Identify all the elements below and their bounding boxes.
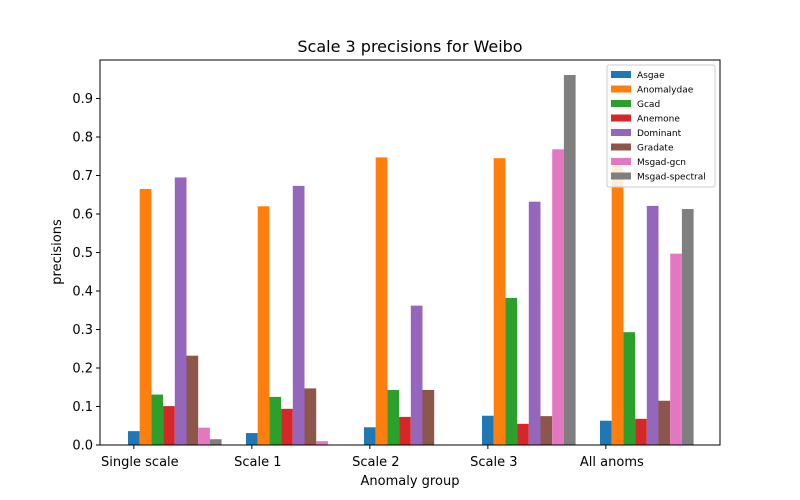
bar-gcad-0 bbox=[151, 394, 164, 445]
x-axis: Single scale Scale 1 Scale 2 Scale 3 All ano… bbox=[101, 445, 644, 470]
y-tick-label: 0.7 bbox=[72, 169, 93, 184]
legend-label: Dominant bbox=[637, 129, 682, 139]
bar-gcad-1 bbox=[269, 396, 282, 446]
legend-swatch bbox=[611, 71, 631, 78]
bar-anomalydae-3 bbox=[493, 158, 506, 445]
bar-msgad-gcn-0 bbox=[198, 427, 210, 445]
y-tick-label: 0.2 bbox=[72, 362, 93, 377]
legend-frame bbox=[606, 64, 716, 188]
bar-asgae-3 bbox=[482, 415, 494, 445]
y-tick-label: 0.4 bbox=[72, 285, 93, 300]
bar-anemone-1 bbox=[281, 408, 293, 445]
y-axis-label: precisions bbox=[50, 219, 65, 285]
bar-anomalydae-2 bbox=[375, 157, 388, 445]
y-tick-label: 0.8 bbox=[72, 131, 93, 146]
chart-title: Scale 3 precisions for Weibo bbox=[297, 37, 522, 56]
y-axis: 0.0 0.1 0.2 0.3 0.4 0.5 0.6 0.7 0.8 0.9 bbox=[72, 92, 100, 454]
legend-swatch bbox=[611, 129, 631, 136]
legend-swatch bbox=[611, 172, 631, 180]
bar-msgad-spectral-0 bbox=[209, 439, 222, 445]
bar-anomalydae-4 bbox=[611, 165, 624, 446]
bar-asgae-0 bbox=[128, 431, 140, 445]
legend-label: Anemone bbox=[637, 115, 680, 125]
bar-asgae-4 bbox=[600, 420, 612, 445]
y-tick-label: 0.0 bbox=[72, 439, 93, 454]
legend-swatch bbox=[611, 100, 631, 107]
bar-anemone-0 bbox=[163, 406, 175, 445]
bar-anemone-2 bbox=[399, 416, 411, 445]
bar-gcad-2 bbox=[387, 389, 400, 445]
legend-swatch bbox=[611, 158, 631, 165]
bar-msgad-spectral-3 bbox=[563, 75, 576, 445]
bar-gcad-4 bbox=[623, 332, 636, 445]
bar-gradate-3 bbox=[540, 416, 553, 446]
bar-msgad-gcn-3 bbox=[552, 149, 564, 445]
bar-asgae-1 bbox=[246, 433, 258, 445]
x-tick-label: Scale 3 bbox=[470, 455, 517, 470]
bar-dominant-3 bbox=[528, 201, 541, 445]
bar-dominant-2 bbox=[410, 305, 423, 445]
bar-gradate-0 bbox=[186, 355, 199, 445]
bars-group bbox=[128, 75, 694, 446]
bar-anomalydae-0 bbox=[139, 188, 152, 445]
bar-asgae-2 bbox=[364, 427, 376, 445]
bar-anemone-4 bbox=[635, 418, 647, 445]
legend-swatch bbox=[611, 85, 631, 93]
bar-gradate-1 bbox=[304, 388, 317, 445]
x-tick-label: Scale 1 bbox=[234, 455, 281, 470]
legend-label: Msgad-gcn bbox=[637, 158, 686, 168]
x-tick-label: Scale 2 bbox=[352, 455, 399, 470]
bar-anomalydae-1 bbox=[257, 206, 270, 445]
bar-dominant-0 bbox=[174, 177, 187, 445]
legend-label: Msgad-spectral bbox=[637, 173, 706, 183]
y-tick-label: 0.3 bbox=[72, 323, 93, 338]
x-axis-label: Anomaly group bbox=[361, 474, 460, 489]
y-tick-label: 0.6 bbox=[72, 208, 93, 223]
bar-msgad-spectral-4 bbox=[681, 209, 694, 445]
bar-msgad-gcn-1 bbox=[316, 441, 328, 445]
bar-dominant-1 bbox=[292, 185, 305, 445]
x-tick-label: All anoms bbox=[580, 455, 644, 470]
legend-swatch bbox=[611, 114, 631, 122]
legend-swatch bbox=[611, 143, 631, 151]
y-tick-label: 0.1 bbox=[72, 400, 93, 415]
bar-anemone-3 bbox=[517, 423, 529, 445]
legend-label: Gcad bbox=[637, 100, 660, 110]
bar-dominant-4 bbox=[646, 205, 659, 445]
bar-gradate-2 bbox=[422, 389, 435, 445]
bar-gcad-3 bbox=[505, 297, 518, 445]
x-tick-label: Single scale bbox=[101, 455, 179, 470]
legend: Asgae Anomalydae Gcad Anemone Dominant Gradat… bbox=[606, 64, 716, 188]
legend-label: Gradate bbox=[637, 144, 674, 154]
bar-gradate-4 bbox=[658, 400, 671, 445]
y-tick-label: 0.9 bbox=[72, 92, 93, 107]
legend-label: Asgae bbox=[637, 71, 665, 81]
bar-msgad-gcn-4 bbox=[670, 253, 682, 445]
legend-label: Anomalydae bbox=[637, 86, 694, 96]
y-tick-label: 0.5 bbox=[72, 246, 93, 261]
